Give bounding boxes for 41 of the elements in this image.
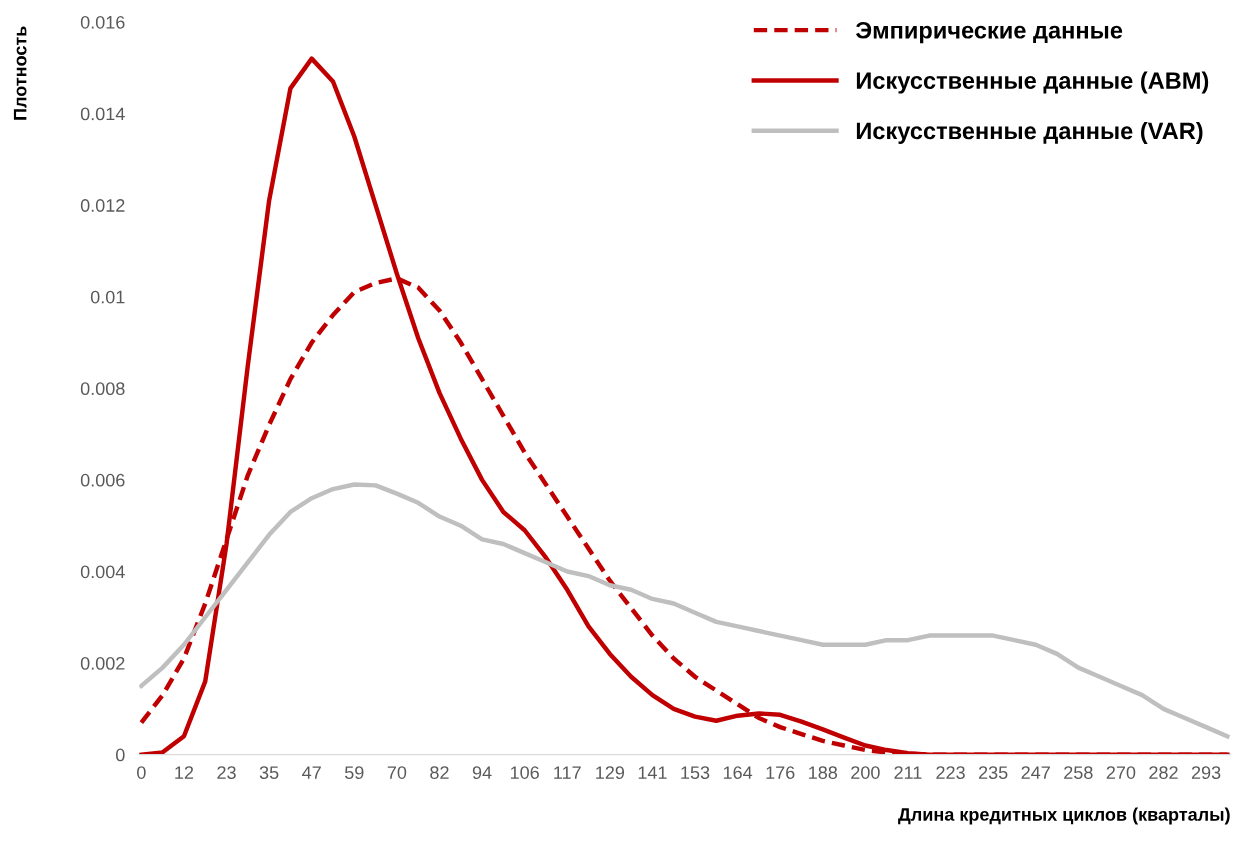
legend-label: Искусственные данные (ABM) bbox=[856, 71, 1209, 94]
x-tick-label: 23 bbox=[217, 766, 236, 780]
x-tick-label: 117 bbox=[554, 766, 581, 779]
x-tick-label: 293 bbox=[1191, 766, 1221, 780]
x-tick-label: 211 bbox=[894, 766, 922, 779]
x-tick-label: 247 bbox=[1021, 766, 1050, 779]
x-tick-label: 153 bbox=[681, 766, 710, 780]
x-tick-label: 47 bbox=[302, 766, 321, 779]
legend-label: Искусственные данные (VAR) bbox=[856, 121, 1203, 144]
x-tick-label: 258 bbox=[1064, 766, 1093, 780]
x-tick-label: 82 bbox=[430, 766, 449, 780]
y-tick-label: 0.006 bbox=[80, 473, 125, 487]
y-tick-label: 0.014 bbox=[80, 107, 125, 121]
y-tick-label: 0.008 bbox=[80, 382, 125, 396]
x-tick-label: 129 bbox=[596, 766, 625, 780]
y-axis-title: Плотность bbox=[13, 26, 27, 120]
x-tick-label: 235 bbox=[978, 766, 1008, 780]
x-tick-label: 282 bbox=[1149, 766, 1178, 780]
line-series bbox=[139, 482, 1230, 739]
x-tick-label: 106 bbox=[510, 766, 539, 780]
x-tick-label: 176 bbox=[766, 766, 795, 780]
x-tick-label: 94 bbox=[472, 766, 492, 780]
x-tick-label: 270 bbox=[1106, 766, 1136, 780]
legend-label: Эмпирические данные bbox=[855, 21, 1123, 44]
y-tick-label: 0.004 bbox=[80, 565, 125, 579]
x-tick-label: 59 bbox=[344, 766, 364, 780]
x-tick-label: 70 bbox=[387, 766, 407, 780]
x-tick-label: 141 bbox=[638, 766, 667, 779]
x-tick-label: 35 bbox=[259, 766, 279, 780]
y-tick-label: 0.012 bbox=[80, 199, 125, 212]
x-tick-label: 164 bbox=[723, 766, 753, 780]
x-tick-label: 223 bbox=[936, 766, 965, 780]
y-tick-label: 0.01 bbox=[90, 290, 125, 304]
x-tick-label: 0 bbox=[137, 766, 146, 780]
y-tick-label: 0 bbox=[115, 748, 125, 762]
y-tick-label: 0.016 bbox=[80, 15, 125, 29]
y-tick-label: 0.002 bbox=[80, 656, 125, 670]
x-tick-label: 200 bbox=[851, 766, 880, 780]
x-tick-label: 12 bbox=[175, 766, 194, 779]
x-axis-title: Длина кредитных циклов (кварталы) bbox=[898, 807, 1230, 825]
x-tick-label: 188 bbox=[809, 766, 838, 780]
